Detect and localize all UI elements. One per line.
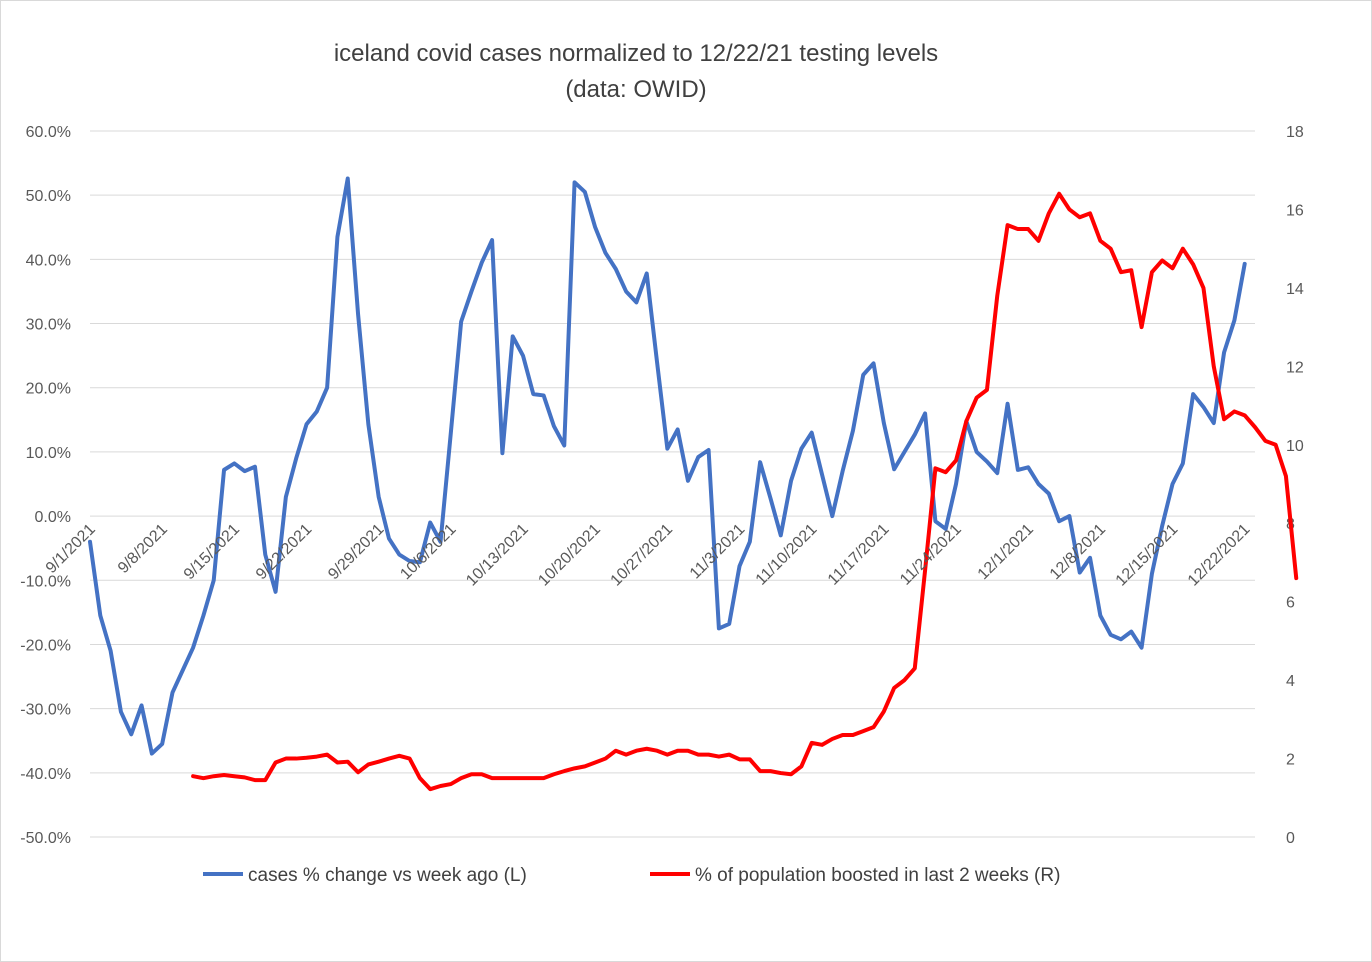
left-axis-tick-label: 0.0% <box>35 509 71 526</box>
x-axis-tick-label: 10/20/2021 <box>535 521 604 590</box>
left-axis-tick-label: 30.0% <box>26 317 71 334</box>
series-line-cases <box>88 176 1247 756</box>
x-axis-tick-label: 12/15/2021 <box>1113 521 1182 590</box>
x-axis-tick-label: 10/13/2021 <box>463 521 532 590</box>
x-axis-tick-label: 12/1/2021 <box>975 521 1037 583</box>
series-lines <box>88 176 1299 792</box>
right-axis-tick-label: 10 <box>1286 438 1304 455</box>
chart-subtitle: (data: OWID) <box>565 76 706 103</box>
right-axis-tick-label: 18 <box>1286 124 1304 141</box>
series-line-boosted <box>191 191 1299 792</box>
left-axis-tick-label: 10.0% <box>26 445 71 462</box>
left-axis: -50.0% -40.0% -30.0% -20.0% -10.0% 0.0% 10.0% 2… <box>20 124 71 847</box>
left-axis-tick-label: -30.0% <box>20 702 71 719</box>
x-axis-tick-label: 11/10/2021 <box>753 521 821 589</box>
x-axis-tick-label: 12/22/2021 <box>1185 521 1254 590</box>
chart-title: iceland covid cases normalized to 12/22/… <box>334 40 938 67</box>
left-axis-tick-label: 40.0% <box>26 252 71 269</box>
right-axis-tick-label: 4 <box>1286 673 1295 690</box>
left-axis-tick-label: -50.0% <box>20 830 71 847</box>
x-axis-tick-label: 10/27/2021 <box>608 521 677 590</box>
x-axis-tick-label: 12/8/2021 <box>1047 521 1109 583</box>
right-axis-tick-label: 2 <box>1286 752 1295 769</box>
gridlines <box>90 130 1255 838</box>
left-axis-tick-label: -20.0% <box>20 637 71 654</box>
x-axis-tick-label: 9/8/2021 <box>115 521 171 577</box>
legend: cases % change vs week ago (L) % of popu… <box>203 865 1060 886</box>
legend-label-cases: cases % change vs week ago (L) <box>248 865 527 886</box>
legend-label-boosted: % of population boosted in last 2 weeks … <box>695 865 1060 886</box>
left-axis-tick-label: 60.0% <box>26 124 71 141</box>
x-axis-tick-label: 11/17/2021 <box>825 521 893 589</box>
x-axis-tick-label: 9/15/2021 <box>181 521 243 583</box>
left-axis-tick-label: -40.0% <box>20 766 71 783</box>
left-axis-tick-label: 50.0% <box>26 188 71 205</box>
right-axis-tick-label: 16 <box>1286 202 1304 219</box>
left-axis-tick-label: 20.0% <box>26 381 71 398</box>
left-axis-tick-label: -10.0% <box>20 573 71 590</box>
x-axis-tick-label: 9/29/2021 <box>325 521 387 583</box>
right-axis-tick-label: 12 <box>1286 359 1304 376</box>
right-axis-tick-label: 6 <box>1286 595 1295 612</box>
right-axis-tick-label: 0 <box>1286 830 1295 847</box>
right-axis-tick-label: 14 <box>1286 281 1304 298</box>
